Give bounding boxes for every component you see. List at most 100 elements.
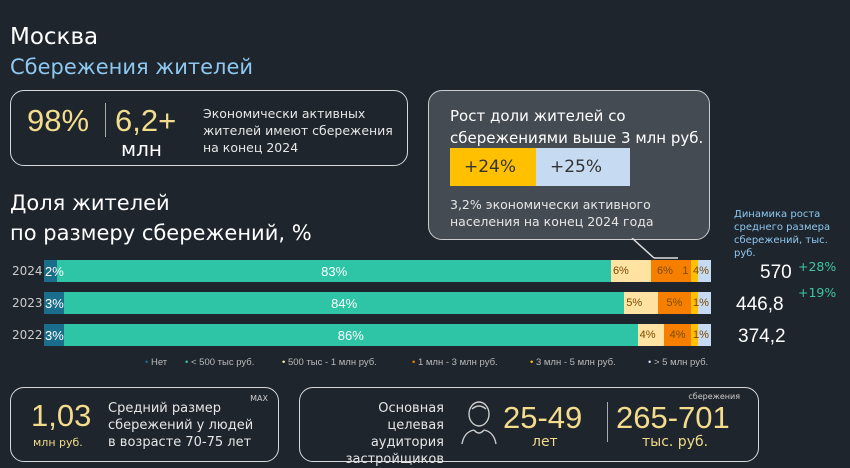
city-title: Москва [10,24,99,50]
bar-segment [637,324,665,346]
legend-item: • Нет [145,357,167,368]
bar-segment-label: 6% [612,265,629,277]
bar-segment-label: 84% [331,295,358,311]
legend-label: > 5 млн руб. [653,357,709,368]
kpi-target-audience: Основная целевая аудитория застройщиков … [299,387,759,467]
age-unit: лет [532,434,558,450]
avg-savings-value: 570 [760,262,792,283]
divider [607,402,608,442]
kpi-max-savings: MAX 1,03 млн руб. Средний размер сбереже… [10,387,279,462]
avg-savings-value: 374,2 [738,326,786,347]
bar-segment [657,292,691,314]
legend-label: < 500 тыс руб. [190,357,255,368]
bar-segment [44,292,64,314]
bar-segment-label: 5% [626,297,643,309]
year-tick-label: 2024 [12,264,43,278]
kpi2-unit: млн руб. [33,436,83,449]
audience-label: Основная целевая [378,401,444,433]
age-range: 25-49 [503,400,583,435]
legend-label: 1 млн - 3 млн руб. [417,357,498,368]
bar-segment [64,324,638,346]
kpi-active-savers: 98% 6,2+ млн Экономически активных жител… [10,90,408,166]
page-subtitle: Сбережения жителей [10,55,254,79]
legend-label: 500 тыс - 1 млн руб. [287,357,377,368]
bar-segment [650,260,691,282]
bar-segment [664,324,691,346]
bar-segment-label: 1% [693,329,709,341]
bar-segment-label: 1 [682,265,689,277]
max-label: MAX [250,394,268,403]
kpi-unit: млн [121,137,162,161]
bar-segment-label: 5% [666,297,683,309]
bar-segment [44,260,58,282]
legend-marker: • [185,357,191,368]
bar-segment-label: 4% [639,329,656,341]
callout-note: 3,2% экономически активного [450,197,651,212]
legend-label: 3 млн - 5 млн руб. [535,357,616,368]
kpi-count: 6,2+ [115,103,177,138]
savings-caption: сбережения [688,392,740,401]
bar-row: 3% 86% 4% 4% 1% [44,324,711,346]
person-icon [461,401,497,445]
callout-pointer [631,238,678,259]
growth-b: +25% [536,148,630,186]
bar-segment-label: 4% [693,265,709,277]
bar-segment [697,292,711,314]
growth-a: +24% [450,148,536,186]
legend-marker: • [282,357,288,368]
legend-item: • 500 тыс - 1 млн руб. [282,357,377,368]
kpi2-text: в возрасте 70-75 лет [108,435,252,450]
kpi-text-line: Экономически активных [203,106,366,121]
bar-segment-label: 4% [669,329,686,341]
bar-row: 2% 83% 6% 6% 1 4% [44,260,711,282]
audience-label: застройщиков [345,452,444,467]
bar-segment [610,260,651,282]
savings-unit: тыс. руб. [642,434,709,450]
audience-label: аудитория [370,435,444,450]
year-tick-label: 2022 [12,328,43,342]
avg-savings-value: 446,8 [736,294,784,315]
kpi2-value: 1,03 [31,398,92,433]
legend-item: • > 5 млн руб. [648,357,708,368]
bar-segment-label: 86% [337,327,364,343]
bar-segment-label: 2% [45,263,64,279]
bar-segment [64,292,625,314]
bar-segment [57,260,611,282]
bar-segment-label: 83% [321,263,348,279]
dynamics-title: сбережений, тыс. руб. [734,235,828,259]
legend-marker: • [648,357,654,368]
callout-title: сбережениями выше 3 млн руб. [450,129,704,147]
avg-growth: +19% [798,285,837,300]
kpi-pct: 98% [27,103,90,138]
legend-label: Нет [150,357,168,368]
bar-segment [697,324,711,346]
divider [105,103,106,137]
legend-item: • 3 млн - 5 млн руб. [530,357,616,368]
kpi-text-line: на конец 2024 [203,140,299,155]
legend-item: • < 500 тыс руб. [185,357,254,368]
legend-marker: • [412,357,418,368]
callout-note: населения на конец 2024 года [450,214,654,229]
kpi2-text: сбережений у людей [108,418,254,433]
year-tick-label: 2023 [12,296,43,310]
bar-segment-label: 3% [45,327,64,343]
bar-segment [624,292,658,314]
bar-segment [44,324,64,346]
bar-segment-label [689,292,713,314]
bar-segment [690,324,698,346]
bar-segment [697,260,711,282]
kpi2-text: Средний размер [108,401,222,416]
bar-segment-label: 1% [693,297,709,309]
savings-range: 265-701 [616,400,730,435]
bar-segment-label: 3% [45,295,64,311]
chart-title: по размеру сбережений, % [10,221,312,245]
bar-segment-label: 6% [657,265,673,277]
dynamics-title: Динамика роста [734,209,821,220]
legend-marker: • [530,357,536,368]
callout-title: Рост доли жителей со [450,107,626,125]
dynamics-title: среднего размера [734,222,831,233]
bar-row: 3% 84% 5% 5% 1% [44,292,711,314]
bar-segment-label [689,324,713,346]
bar-segment [690,292,698,314]
legend-item: • 1 млн - 3 млн руб. [412,357,498,368]
